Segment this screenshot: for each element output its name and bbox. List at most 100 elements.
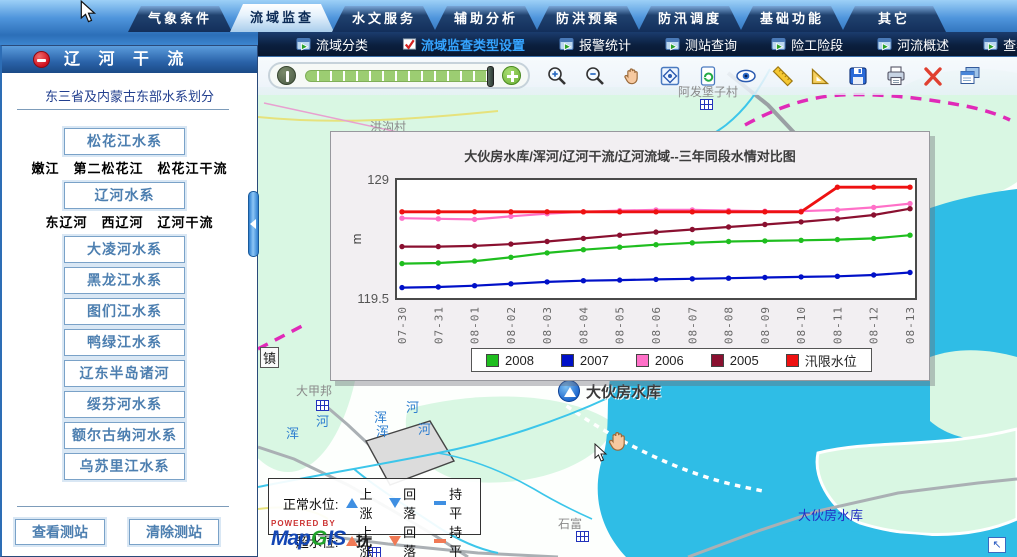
chart-legend-item: 2008: [486, 353, 534, 368]
legend-item: 回落: [389, 522, 428, 557]
tab-4[interactable]: 辅助分析: [434, 6, 538, 32]
tab-7[interactable]: 基础功能: [740, 6, 844, 32]
series-name: 2007: [579, 352, 609, 368]
svg-text:08-10: 08-10: [795, 306, 808, 344]
slider-zoom-out-button[interactable]: [277, 66, 296, 85]
series-swatch: [486, 353, 499, 367]
full-extent-icon[interactable]: [658, 64, 682, 88]
map-label: 浑: [286, 426, 300, 441]
cascade-windows-icon[interactable]: [958, 64, 982, 88]
chart-legend: 2008 2007 2006 2005 汛限水位: [471, 348, 872, 372]
tab-3[interactable]: 水文服务: [332, 6, 436, 32]
up-triangle-icon: [345, 536, 358, 546]
logo-is-text: IS: [327, 527, 346, 550]
map-label: 河: [418, 422, 432, 437]
building-icon: [576, 529, 589, 542]
sidebar-collapse-handle[interactable]: [248, 191, 259, 257]
svg-text:129: 129: [367, 172, 389, 187]
map-label: 大伙房水库: [798, 508, 864, 523]
sidebar-button-2[interactable]: 辽河水系: [64, 182, 185, 209]
series-name: 2005: [729, 352, 759, 368]
map-label: 河: [316, 414, 330, 429]
down-triangle-icon: [389, 498, 402, 508]
menu-item-label: 流域分类: [316, 37, 369, 53]
menu-item-2[interactable]: 流域监查类型设置: [402, 35, 525, 54]
svg-text:08-12: 08-12: [868, 306, 881, 344]
collapse-minus-icon[interactable]: [33, 51, 50, 68]
svg-text:08-08: 08-08: [723, 306, 736, 344]
divider: [17, 506, 229, 507]
map-label: 浑: [376, 424, 390, 439]
legend-item: 回落: [389, 484, 428, 522]
menu-item-1[interactable]: 流域分类: [296, 35, 368, 54]
legend-row-label: 超水位:: [295, 534, 339, 550]
zoom-out-icon[interactable]: [583, 64, 607, 88]
menu-item-3[interactable]: 报警统计: [559, 35, 631, 54]
view-stations-button[interactable]: 查看测站: [15, 519, 105, 545]
tab-6[interactable]: 防汛调度: [638, 6, 742, 32]
sidebar-button-5[interactable]: 图们江水系: [64, 298, 185, 325]
save-icon[interactable]: [846, 64, 870, 88]
sidebar-button-9[interactable]: 额尔古纳河水系: [64, 422, 185, 449]
sidebar-button-10[interactable]: 乌苏里江水系: [64, 453, 185, 480]
tab-2[interactable]: 流域监查: [230, 4, 334, 32]
slider-zoom-in-button[interactable]: [502, 66, 521, 85]
sidebar-button-3[interactable]: 大凌河水系: [64, 236, 185, 263]
refresh-icon[interactable]: [696, 64, 720, 88]
sidebar-button-7[interactable]: 辽东半岛诸河: [64, 360, 185, 387]
legend-item-label: 持平: [449, 525, 463, 557]
tab-1[interactable]: 气象条件: [128, 6, 232, 32]
menu-item-4[interactable]: 测站查询: [665, 35, 737, 54]
zoom-in-icon[interactable]: [545, 64, 569, 88]
svg-text:08-11: 08-11: [831, 306, 844, 344]
ruler-icon[interactable]: [771, 64, 795, 88]
sidebar-button-6[interactable]: 鸭绿江水系: [64, 329, 185, 356]
legend-item: 上涨: [345, 522, 385, 557]
tab-8[interactable]: 其它: [842, 6, 946, 32]
series-name: 2008: [505, 352, 534, 368]
powered-by-text: POWERED BY: [271, 519, 336, 528]
pan-hand-icon[interactable]: [620, 64, 644, 88]
legend-item-label: 回落: [403, 525, 417, 557]
slider-handle[interactable]: [487, 65, 494, 87]
rising-level-marker-icon[interactable]: [558, 380, 580, 402]
svg-text:08-05: 08-05: [614, 306, 627, 344]
overview-navigator-icon[interactable]: ↖: [988, 537, 1006, 553]
menu-item-5[interactable]: 险工险段: [771, 35, 843, 54]
legend-item: 持平: [433, 522, 474, 557]
set-square-icon[interactable]: [808, 64, 832, 88]
clear-stations-button[interactable]: 清除测站: [129, 519, 219, 545]
legend-item: 上涨: [345, 484, 385, 522]
map-label: 抚: [356, 533, 373, 550]
sidebar-button-1[interactable]: 松花江水系: [64, 128, 185, 155]
flat-dash-icon: [433, 539, 447, 543]
map-label: 石富: [558, 517, 583, 531]
water-level-legend: 正常水位: 上涨 回落 持平 超水位: 上涨 回落 持平: [268, 478, 481, 557]
map-zoom-slider[interactable]: [268, 62, 530, 89]
station-marker-label: 大伙房水库: [586, 383, 662, 401]
sidebar-group-rivers: 嫩江 第二松花江 松花江干流: [31, 161, 228, 176]
tab-5[interactable]: 防洪预案: [536, 6, 640, 32]
chart-title: 大伙房水库/浑河/辽河干流/辽河流域--三年同段水情对比图: [464, 149, 796, 164]
sidebar-button-8[interactable]: 绥芬河水系: [64, 391, 185, 418]
sidebar: 辽 河 干 流 东三省及内蒙古东部水系划分 松花江水系 嫩江 第二松花江 松花江干…: [0, 45, 259, 557]
slider-track[interactable]: [305, 65, 494, 87]
sidebar-button-4[interactable]: 黑龙江水系: [64, 267, 185, 294]
chart-legend-item: 2007: [560, 352, 609, 368]
series-swatch: [635, 353, 649, 367]
sidebar-group-rivers: 东辽河 西辽河 辽河干流: [45, 215, 214, 230]
menu-item-6[interactable]: 河流概述: [877, 35, 949, 54]
legend-item-label: 回落: [403, 487, 417, 521]
station-marker[interactable]: 大伙房水库: [558, 380, 661, 402]
svg-text:m: m: [349, 234, 364, 245]
map-label: 镇: [260, 347, 280, 368]
series-name: 汛限水位: [804, 353, 857, 369]
svg-text:08-01: 08-01: [469, 306, 482, 344]
menu-item-7[interactable]: 查看水系图: [983, 35, 1017, 54]
print-icon[interactable]: [884, 64, 908, 88]
eye-icon[interactable]: [734, 64, 758, 88]
delete-icon[interactable]: [921, 64, 945, 88]
svg-text:08-03: 08-03: [541, 306, 554, 344]
sidebar-title: 辽 河 干 流: [64, 51, 191, 68]
